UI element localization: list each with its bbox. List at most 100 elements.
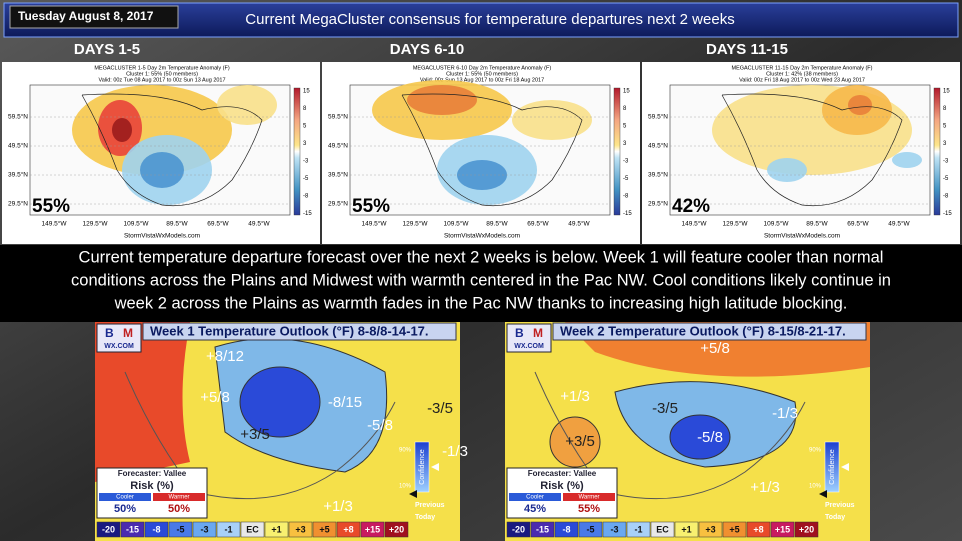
colorbar-label: 8 xyxy=(303,106,307,112)
map-cluster: Cluster 1: 55% (50 members) xyxy=(126,71,198,77)
lon-label: 129.5°W xyxy=(402,220,428,228)
scale-label: +1 xyxy=(271,524,281,534)
warmer-label: Warmer xyxy=(578,495,599,501)
scale-label: EC xyxy=(656,524,669,534)
lon-label: 49.5°W xyxy=(568,220,590,228)
scale-cell xyxy=(240,521,265,538)
lon-label: 89.5°W xyxy=(806,220,828,228)
outlook-label: -1/3 xyxy=(772,405,798,422)
risk-title: Risk (%) xyxy=(540,480,584,492)
colorbar-label: 8 xyxy=(623,106,627,112)
warm-region xyxy=(549,416,601,468)
scale-cell xyxy=(360,521,385,538)
colorbar-label: -8 xyxy=(303,194,309,200)
map-title: MEGACLUSTER 1-5 Day 2m Temperature Anoma… xyxy=(94,65,229,71)
scale-label: -20 xyxy=(102,524,115,534)
coastline xyxy=(534,371,806,500)
conf-low: 10% xyxy=(809,484,822,490)
lon-label: 49.5°W xyxy=(248,220,270,228)
scale-label: -1 xyxy=(634,524,642,534)
scale-label: +15 xyxy=(365,524,380,534)
logo-text: WX.COM xyxy=(514,343,544,350)
outlook-label: +1/3 xyxy=(560,388,590,405)
scale-cell xyxy=(578,521,603,538)
lon-label: 69.5°W xyxy=(207,220,229,228)
lon-label: 89.5°W xyxy=(486,220,508,228)
confidence-bar xyxy=(824,441,840,493)
scale-label: -5 xyxy=(176,524,184,534)
scale-cell xyxy=(120,521,145,538)
colorbar-label: -5 xyxy=(303,176,309,182)
colorbar-label: -5 xyxy=(943,176,949,182)
scale-cell xyxy=(794,521,819,538)
warmer-head xyxy=(563,493,615,501)
lon-label: 89.5°W xyxy=(166,220,188,228)
scale-label: -15 xyxy=(126,524,139,534)
coastline xyxy=(401,93,583,207)
colorbar-label: 3 xyxy=(303,141,307,147)
today-label: Today xyxy=(825,514,845,521)
colorbar xyxy=(613,87,621,216)
scale-cell xyxy=(674,521,699,538)
forecaster: Forecaster: Vallee xyxy=(118,469,187,478)
scale-cell xyxy=(336,521,361,538)
cooler-head xyxy=(509,493,561,501)
anomaly-region xyxy=(112,118,132,142)
summary-line: Current temperature departure forecast o… xyxy=(79,248,884,266)
lat-label: 29.5°N xyxy=(328,200,348,208)
colorbar-label: -8 xyxy=(623,194,629,200)
lon-label: 149.5°W xyxy=(41,220,67,228)
lat-label: 49.5°N xyxy=(648,142,668,150)
conf-low: 10% xyxy=(399,484,412,490)
cool-core xyxy=(669,414,731,460)
map-title: MEGACLUSTER 6-10 Day 2m Temperature Anom… xyxy=(413,65,552,71)
previous-label: Previous xyxy=(415,502,445,509)
outlook-label: -8/15 xyxy=(328,394,362,411)
logo-text: M xyxy=(123,326,133,340)
colorbar-label: 5 xyxy=(623,124,627,130)
logo-text: B xyxy=(515,326,524,340)
outlook-label: -1/3 xyxy=(442,443,468,460)
previous-marker xyxy=(409,490,417,498)
scale-cell xyxy=(96,521,121,538)
risk-title: Risk (%) xyxy=(130,480,174,492)
scale-label: -3 xyxy=(610,524,618,534)
lat-label: 49.5°N xyxy=(8,142,28,150)
scale-cell xyxy=(506,521,531,538)
scale-cell xyxy=(698,521,723,538)
scale-label: +8 xyxy=(343,524,353,534)
cluster-percent: 55% xyxy=(32,196,70,217)
confidence-label: Confidence xyxy=(419,449,426,485)
scale-cell xyxy=(216,521,241,538)
forecaster: Forecaster: Vallee xyxy=(528,469,597,478)
scale-cell xyxy=(602,521,627,538)
scale-cell xyxy=(168,521,193,538)
today-marker xyxy=(431,463,439,471)
cooler-label: Cooler xyxy=(526,495,544,501)
scale-cell xyxy=(554,521,579,538)
colorbar-label: 8 xyxy=(943,106,947,112)
anomaly-region xyxy=(512,100,592,140)
cooler-head xyxy=(99,493,151,501)
scale-label: +8 xyxy=(753,524,763,534)
colorbar-label: -15 xyxy=(943,211,952,217)
colorbar-label: -3 xyxy=(943,159,949,165)
cooler-percent: 50% xyxy=(114,503,136,515)
logo-text: B xyxy=(105,326,114,340)
lat-label: 39.5°N xyxy=(648,171,668,179)
cluster-percent: 42% xyxy=(672,196,710,217)
scale-cell xyxy=(626,521,651,538)
lat-label: 59.5°N xyxy=(328,113,348,121)
days-label: DAYS 1-5 xyxy=(74,41,140,58)
logo xyxy=(96,323,142,353)
summary-line: conditions across the Plains and Midwest… xyxy=(71,271,891,289)
coastline xyxy=(81,93,263,207)
lon-label: 109.5°W xyxy=(123,220,149,228)
header-title: Current MegaCluster consensus for temper… xyxy=(245,11,734,28)
scale-label: +5 xyxy=(729,524,739,534)
colorbar-label: 5 xyxy=(303,124,307,130)
conf-high: 90% xyxy=(399,448,412,454)
lat-label: 29.5°N xyxy=(648,200,668,208)
lon-label: 129.5°W xyxy=(82,220,108,228)
